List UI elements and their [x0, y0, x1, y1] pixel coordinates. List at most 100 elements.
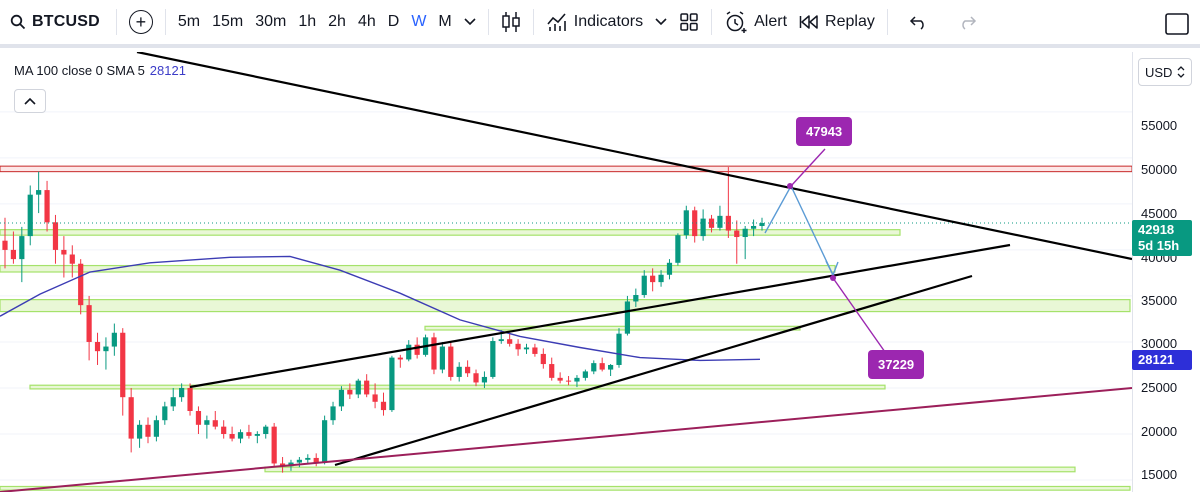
candle-body: [355, 380, 361, 395]
support-zone: [0, 229, 901, 236]
price-scale[interactable]: 55000 50000 45000 40000 35000 30000 2500…: [1132, 52, 1200, 492]
indicators-icon: [547, 13, 566, 31]
candle-body: [666, 262, 673, 275]
interval-dropdown-button[interactable]: [458, 6, 482, 38]
candle-body: [2, 240, 8, 250]
candle-body: [195, 410, 202, 425]
candle-body: [641, 275, 647, 296]
interval-4h[interactable]: 4h: [357, 13, 376, 30]
candle-body: [700, 218, 706, 237]
candle-body: [650, 275, 656, 283]
indicator-legend: MA 100 close 0 SMA 5 28121: [14, 63, 186, 78]
upper-channel-line: [189, 243, 1011, 389]
chart-pane[interactable]: [0, 50, 1133, 492]
callout-connector: [790, 148, 826, 187]
candle-body: [279, 463, 286, 467]
undo-button[interactable]: [902, 6, 934, 38]
candle-body: [305, 457, 311, 460]
compare-symbol-button[interactable]: +: [123, 6, 159, 38]
candle-body: [658, 274, 664, 283]
candle-body: [406, 344, 412, 360]
candle-body: [465, 366, 471, 374]
redo-icon: [962, 16, 976, 30]
target-low-note[interactable]: 37229: [868, 350, 925, 379]
chart-type-button[interactable]: [495, 6, 527, 38]
candle-body: [27, 194, 33, 237]
replay-button[interactable]: Replay: [793, 6, 881, 38]
long-term-trendline: [0, 387, 1133, 492]
interval-m[interactable]: M: [438, 13, 452, 30]
candle-body: [111, 332, 117, 347]
candle-body: [246, 432, 252, 436]
candle-body: [263, 426, 269, 435]
indicators-dropdown-button[interactable]: [649, 6, 673, 38]
candle-body: [582, 371, 588, 378]
candle-body: [599, 363, 605, 370]
candle-body: [439, 346, 445, 370]
candle-body: [734, 230, 740, 238]
redo-button[interactable]: [952, 6, 984, 38]
price-tick: 30000: [1141, 336, 1178, 351]
indicators-button[interactable]: Indicators: [540, 6, 649, 38]
candle-body: [549, 364, 555, 378]
interval-d[interactable]: D: [387, 13, 400, 30]
candle-body: [532, 347, 538, 354]
candle-body: [633, 295, 639, 302]
candle-body: [591, 363, 597, 372]
chevron-down-icon: [655, 18, 667, 26]
rewind-icon: [799, 15, 818, 29]
layout-button[interactable]: [673, 6, 705, 38]
price-tick: 55000: [1141, 118, 1178, 133]
fullscreen-button[interactable]: [1158, 8, 1196, 40]
toolbar-divider: [115, 9, 117, 35]
price-tick: 15000: [1141, 467, 1178, 482]
candle-body: [608, 364, 614, 370]
square-icon: [1165, 13, 1189, 35]
alert-button[interactable]: Alert: [718, 6, 793, 38]
last-price-tag: 42918 5d 15h: [1132, 220, 1192, 256]
candle-body: [10, 249, 17, 260]
candle-body: [36, 190, 42, 195]
candle-body: [170, 397, 176, 407]
candle-body: [372, 394, 378, 402]
price-tick: 45000: [1141, 206, 1178, 221]
undo-icon: [909, 16, 924, 30]
bar-countdown: 5d 15h: [1138, 238, 1180, 253]
candle-body: [61, 249, 67, 255]
candles: [2, 167, 765, 473]
target-high-note[interactable]: 47943: [796, 117, 853, 146]
interval-1h[interactable]: 1h: [298, 13, 317, 30]
interval-2h[interactable]: 2h: [328, 13, 346, 30]
candle-body: [103, 346, 109, 352]
candle-body: [397, 357, 403, 360]
support-zone: [0, 299, 1131, 313]
resistance-band: [0, 165, 1133, 173]
price-chart[interactable]: [0, 50, 1133, 492]
lower-channel-line: [334, 274, 973, 467]
interval-5m[interactable]: 5m: [177, 13, 201, 30]
interval-15m[interactable]: 15m: [212, 13, 244, 30]
candle-body: [187, 387, 193, 411]
interval-w[interactable]: W: [411, 13, 427, 30]
candle-body: [565, 380, 572, 382]
chevron-updown-icon: [1177, 66, 1185, 78]
candle-body: [498, 339, 504, 342]
candle-body: [271, 426, 277, 464]
candle-body: [69, 254, 75, 264]
descending-trendline: [136, 50, 1133, 261]
currency-label: USD: [1145, 64, 1173, 80]
interval-30m[interactable]: 30m: [255, 13, 287, 30]
support-zone: [29, 384, 886, 390]
chevron-up-icon: [24, 97, 36, 105]
callout-connector: [832, 277, 886, 353]
currency-select[interactable]: USD: [1138, 58, 1192, 86]
interval-group: 5m 15m 30m 1h 2h 4h D W M: [172, 0, 495, 44]
legend-text: MA 100 close 0 SMA 5: [14, 63, 145, 78]
candle-body: [313, 457, 319, 463]
candle-body: [523, 347, 530, 350]
legend-collapse-button[interactable]: [14, 89, 46, 113]
last-price-value: 42918: [1138, 222, 1175, 237]
symbol-search[interactable]: BTCUSD: [0, 13, 110, 31]
toolbar-divider: [711, 9, 713, 35]
candle-body: [347, 389, 353, 395]
